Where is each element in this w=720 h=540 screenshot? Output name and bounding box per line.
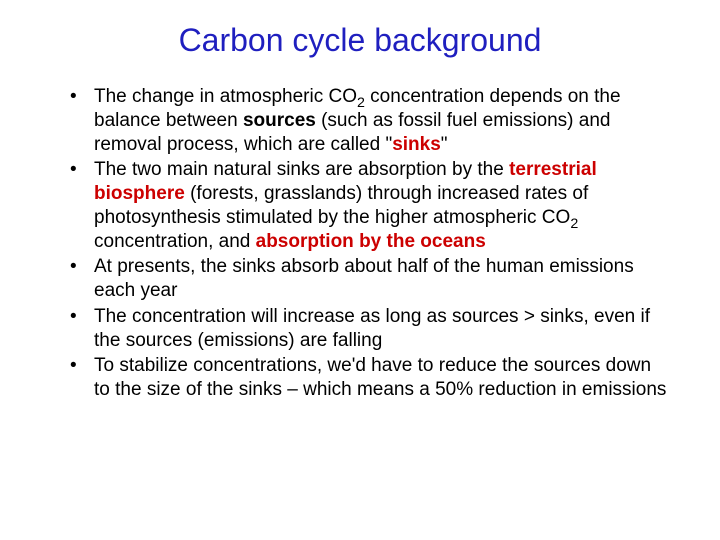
text-run: " [441, 134, 448, 155]
bullet-list: The change in atmospheric CO2 concentrat… [48, 85, 672, 402]
text-run: absorption by the oceans [256, 231, 486, 252]
text-run: sources [243, 110, 316, 131]
bullet-item: At presents, the sinks absorb about half… [70, 255, 672, 303]
text-run: To stabilize concentrations, we'd have t… [94, 355, 666, 400]
bullet-item: The two main natural sinks are absorptio… [70, 158, 672, 253]
bullet-item: The concentration will increase as long … [70, 305, 672, 353]
text-run: sinks [392, 134, 441, 155]
slide-title: Carbon cycle background [48, 22, 672, 59]
text-run: 2 [570, 216, 578, 232]
text-run: The concentration will increase as long … [94, 306, 650, 351]
slide: Carbon cycle background The change in at… [0, 0, 720, 540]
text-run: The change in atmospheric CO [94, 86, 357, 107]
text-run: 2 [357, 95, 365, 111]
text-run: At presents, the sinks absorb about half… [94, 256, 634, 301]
bullet-item: The change in atmospheric CO2 concentrat… [70, 85, 672, 156]
text-run: The two main natural sinks are absorptio… [94, 159, 509, 180]
bullet-item: To stabilize concentrations, we'd have t… [70, 354, 672, 402]
text-run: concentration, and [94, 231, 256, 252]
